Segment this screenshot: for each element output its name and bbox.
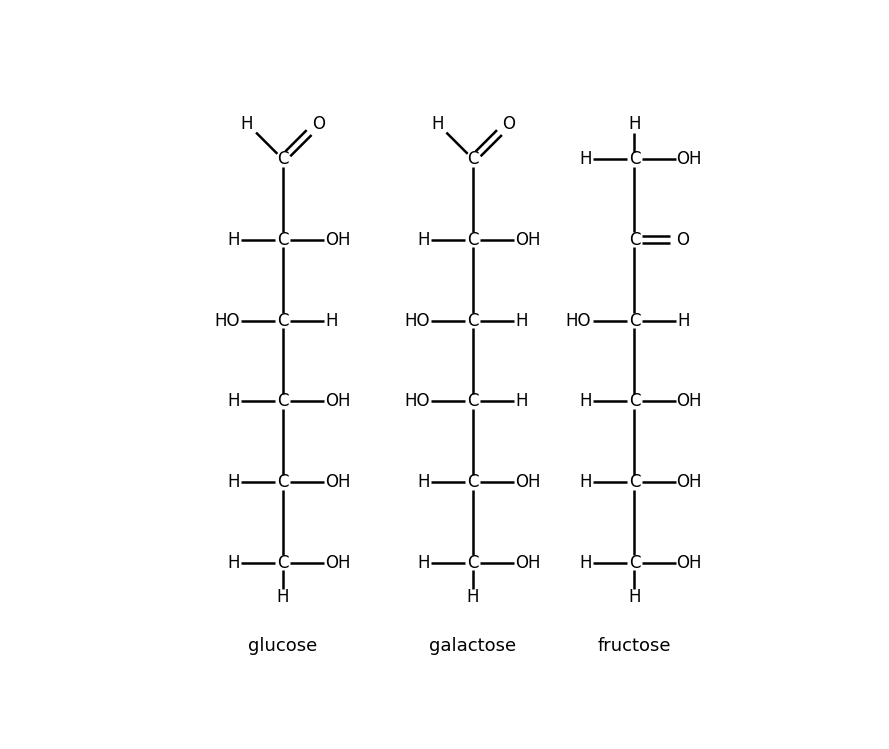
Text: C: C bbox=[467, 473, 478, 491]
Text: H: H bbox=[431, 115, 444, 133]
Text: O: O bbox=[312, 115, 324, 133]
Text: fructose: fructose bbox=[597, 637, 671, 655]
Text: H: H bbox=[418, 473, 430, 491]
Text: H: H bbox=[241, 115, 253, 133]
Text: OH: OH bbox=[324, 554, 350, 571]
Text: HO: HO bbox=[214, 312, 239, 330]
Text: H: H bbox=[579, 473, 591, 491]
Text: OH: OH bbox=[324, 473, 350, 491]
Text: H: H bbox=[228, 231, 240, 249]
Text: H: H bbox=[629, 589, 641, 607]
Text: H: H bbox=[516, 392, 528, 410]
Text: C: C bbox=[629, 231, 640, 249]
Text: H: H bbox=[228, 554, 240, 571]
Text: HO: HO bbox=[565, 312, 591, 330]
Text: C: C bbox=[276, 231, 288, 249]
Text: OH: OH bbox=[324, 231, 350, 249]
Text: C: C bbox=[629, 312, 640, 330]
Text: H: H bbox=[418, 554, 430, 571]
Text: H: H bbox=[579, 554, 591, 571]
Text: C: C bbox=[276, 554, 288, 571]
Text: O: O bbox=[502, 115, 515, 133]
Text: H: H bbox=[228, 473, 240, 491]
Text: HO: HO bbox=[404, 312, 429, 330]
Text: OH: OH bbox=[515, 554, 541, 571]
Text: C: C bbox=[629, 392, 640, 410]
Text: H: H bbox=[516, 312, 528, 330]
Text: OH: OH bbox=[324, 392, 350, 410]
Text: C: C bbox=[467, 554, 478, 571]
Text: C: C bbox=[276, 312, 288, 330]
Text: C: C bbox=[467, 392, 478, 410]
Text: O: O bbox=[676, 231, 689, 249]
Text: OH: OH bbox=[677, 554, 702, 571]
Text: H: H bbox=[418, 231, 430, 249]
Text: OH: OH bbox=[515, 473, 541, 491]
Text: H: H bbox=[579, 150, 591, 168]
Text: OH: OH bbox=[515, 231, 541, 249]
Text: H: H bbox=[629, 115, 641, 133]
Text: OH: OH bbox=[677, 392, 702, 410]
Text: C: C bbox=[276, 473, 288, 491]
Text: H: H bbox=[325, 312, 338, 330]
Text: C: C bbox=[467, 231, 478, 249]
Text: C: C bbox=[276, 392, 288, 410]
Text: HO: HO bbox=[404, 392, 429, 410]
Text: OH: OH bbox=[677, 150, 702, 168]
Text: galactose: galactose bbox=[429, 637, 517, 655]
Text: C: C bbox=[629, 554, 640, 571]
Text: H: H bbox=[677, 312, 690, 330]
Text: C: C bbox=[276, 150, 288, 168]
Text: H: H bbox=[579, 392, 591, 410]
Text: C: C bbox=[467, 312, 478, 330]
Text: glucose: glucose bbox=[248, 637, 317, 655]
Text: H: H bbox=[276, 589, 289, 607]
Text: C: C bbox=[467, 150, 478, 168]
Text: H: H bbox=[228, 392, 240, 410]
Text: OH: OH bbox=[677, 473, 702, 491]
Text: H: H bbox=[467, 589, 479, 607]
Text: C: C bbox=[629, 473, 640, 491]
Text: C: C bbox=[629, 150, 640, 168]
